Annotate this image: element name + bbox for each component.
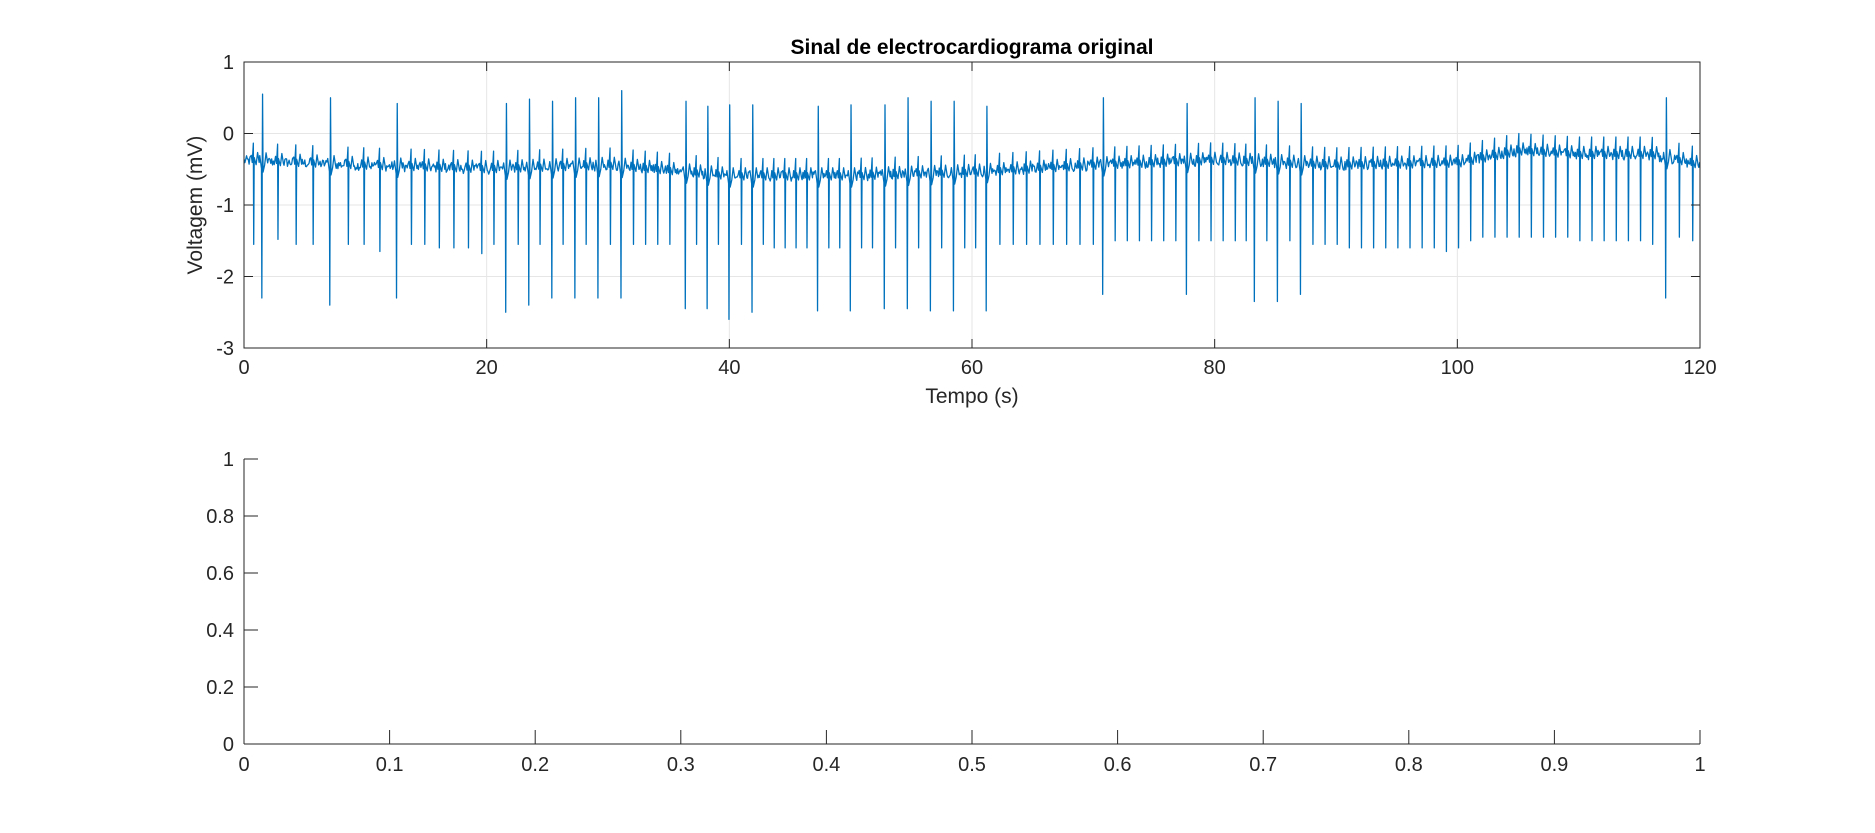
- x-axis-label: Tempo (s): [925, 385, 1018, 408]
- y-tick-label: 1: [223, 52, 234, 74]
- x-tick-label: 1: [1694, 754, 1705, 776]
- chart-title: Sinal de electrocardiograma original: [791, 36, 1154, 59]
- y-tick-label: 0.8: [206, 506, 234, 528]
- x-tick-label: 0.8: [1395, 754, 1423, 776]
- x-tick-label: 80: [1204, 357, 1226, 379]
- x-tick-label: 100: [1441, 357, 1474, 379]
- x-tick-label: 0: [238, 357, 249, 379]
- x-tick-label: 120: [1683, 357, 1716, 379]
- top-ticks: 0 20 40 60 80 100 120 -3 -2 -1 0 1: [216, 52, 1716, 379]
- x-tick-label: 0.9: [1540, 754, 1568, 776]
- x-tick-label: 0.7: [1249, 754, 1277, 776]
- ecg-signal: [244, 89, 1700, 321]
- top-grid: [244, 62, 1700, 348]
- y-tick-label: -1: [216, 195, 234, 217]
- y-tick-label: 0.2: [206, 677, 234, 699]
- x-tick-label: 0.5: [958, 754, 986, 776]
- x-tick-label: 40: [718, 357, 740, 379]
- x-tick-label: 0.3: [667, 754, 695, 776]
- y-tick-label: 0.6: [206, 563, 234, 585]
- x-tick-label: 0.4: [812, 754, 840, 776]
- x-tick-label: 0.1: [376, 754, 404, 776]
- x-tick-label: 60: [961, 357, 983, 379]
- ecg-series-line: [244, 89, 1700, 321]
- y-tick-label: 0.4: [206, 620, 234, 642]
- x-tick-label: 0.6: [1104, 754, 1132, 776]
- y-tick-label: 0: [223, 124, 234, 146]
- x-tick-label: 20: [476, 357, 498, 379]
- bottom-ticks: 0 0.1 0.2 0.3 0.4 0.5 0.6 0.7 0.8 0.9 1 0 0.2 0.4 0.6 0…: [206, 449, 1705, 776]
- x-tick-label: 0.2: [521, 754, 549, 776]
- y-tick-label: -2: [216, 267, 234, 289]
- ecg-axes: 0 20 40 60 80 100 120 -3 -2 -1 0 1 Sinal de electro…: [184, 36, 1717, 408]
- x-tick-label: 0: [238, 754, 249, 776]
- y-tick-label: -3: [216, 338, 234, 360]
- y-axis-label: Voltagem (mV): [184, 136, 207, 275]
- empty-axes: 0 0.1 0.2 0.3 0.4 0.5 0.6 0.7 0.8 0.9 1 0 0.2 0.4 0.6 0…: [206, 449, 1705, 776]
- y-tick-label: 0: [223, 734, 234, 756]
- y-tick-label: 1: [223, 449, 234, 471]
